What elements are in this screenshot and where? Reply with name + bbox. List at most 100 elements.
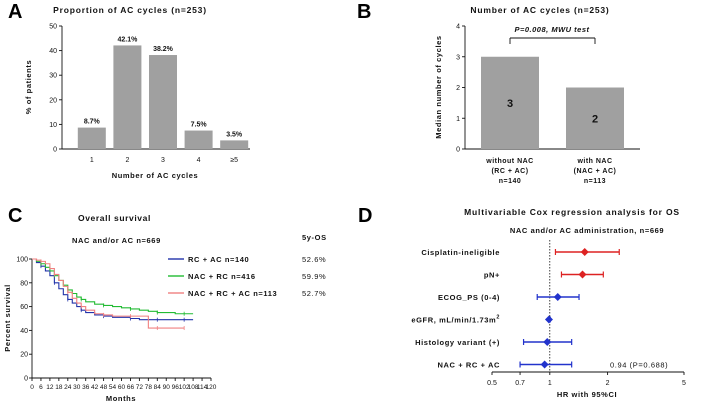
x-tick-label: 2 — [125, 157, 129, 164]
x-tick-label: 114 — [197, 384, 208, 391]
forest-row-label: ECOG_PS (0-4) — [438, 293, 500, 302]
x-tick-label: 66 — [127, 384, 135, 391]
y-tick-label: 10 — [49, 122, 57, 129]
forest-row-label: Cisplatin-ineligible — [421, 248, 500, 257]
x-tick-label: ≥5 — [230, 157, 238, 164]
bar — [481, 56, 539, 149]
x-tick-label: 2 — [606, 380, 610, 387]
panel-a: A Proportion of AC cycles (n=253) 0 10 20 3… — [8, 1, 250, 180]
bar — [113, 45, 142, 149]
panel-a-y-label: % of patients — [24, 60, 33, 114]
y-tick-label: 2 — [456, 85, 460, 92]
x-tick-label: (NAC + AC) — [574, 168, 617, 175]
bar — [149, 55, 177, 149]
panel-c-letter: C — [8, 205, 22, 227]
x-tick-label: 90 — [163, 384, 171, 391]
hr-point-marker — [543, 338, 552, 346]
y-tick-label: 4 — [456, 24, 460, 31]
hr-point-marker — [544, 315, 553, 324]
legend-label: NAC + RC n=416 — [188, 272, 256, 281]
hr-point-marker — [553, 293, 562, 301]
x-tick-label: 1 — [548, 380, 552, 387]
panel-c-subtitle: NAC and/or AC n=669 — [72, 236, 161, 245]
x-tick-label: 108 — [188, 384, 199, 391]
panel-c-y-label: Percent survival — [3, 284, 12, 352]
x-tick-label: 120 — [206, 384, 217, 391]
panel-b-letter: B — [357, 1, 371, 23]
panel-d-subtitle: NAC and/or AC administration, n=669 — [510, 226, 664, 235]
x-tick-label: 4 — [197, 157, 201, 164]
hr-point-marker — [580, 248, 589, 256]
y-tick-label: 30 — [49, 73, 57, 80]
panel-b-y-label: Median number of cycles — [434, 35, 443, 138]
panel-d-title: Multivariable Cox regression analysis fo… — [464, 207, 680, 217]
bar-value-label: 3 — [507, 98, 513, 110]
y-tick-label: 50 — [49, 24, 57, 31]
bar-value-label: 7.5% — [191, 122, 208, 129]
x-tick-label: 78 — [145, 384, 153, 391]
legend-label: NAC + RC + AC n=113 — [188, 289, 277, 298]
forest-row-label: Histology variant (+) — [415, 338, 500, 347]
bar-value-label: 3.5% — [226, 131, 243, 138]
y-tick-label: 40 — [20, 328, 28, 335]
bar — [220, 140, 249, 149]
legend-os5-value: 52.7% — [302, 289, 326, 298]
x-tick-label: 72 — [136, 384, 144, 391]
x-tick-label: 0.7 — [515, 380, 525, 387]
forest-row-label: eGFR, mL/min/1.73m2 — [411, 315, 500, 325]
legend-os5-value: 59.9% — [302, 272, 326, 281]
y-tick-label: 0 — [53, 147, 57, 154]
x-tick-label: n=140 — [499, 178, 522, 185]
y-tick-label: 0 — [24, 376, 28, 383]
hr-point-marker — [540, 360, 549, 369]
panel-c-legend-header: 5y-OS — [302, 233, 327, 242]
forest-row-annotation: 0.94 (P=0.688) — [610, 361, 668, 370]
x-tick-label: (RC + AC) — [491, 168, 528, 175]
x-tick-label: 96 — [172, 384, 180, 391]
panel-c-x-label: Months — [106, 394, 136, 403]
x-tick-label: 18 — [55, 384, 63, 391]
y-tick-label: 60 — [20, 304, 28, 311]
x-tick-label: 60 — [118, 384, 126, 391]
panel-b-p-value: P=0.008, MWU test — [515, 25, 590, 34]
x-tick-label: 48 — [100, 384, 108, 391]
x-tick-label: 24 — [64, 384, 72, 391]
panel-b-significance-bracket: P=0.008, MWU test — [509, 25, 596, 44]
legend-label: RC + AC n=140 — [188, 255, 249, 264]
y-tick-label: 0 — [456, 147, 460, 154]
x-tick-label: 3 — [161, 157, 165, 164]
x-tick-label: 1 — [90, 157, 94, 164]
y-tick-label: 40 — [49, 48, 57, 55]
panel-c-title: Overall survival — [78, 213, 151, 223]
panel-c: C Overall survival NAC and/or AC n=669 5… — [3, 205, 327, 403]
y-tick-label: 20 — [20, 352, 28, 359]
y-tick-label: 80 — [20, 280, 28, 287]
forest-row-label: pN+ — [484, 271, 500, 280]
survival-curve — [32, 258, 194, 321]
forest-row-label: NAC + RC + AC — [437, 361, 500, 370]
x-tick-label: n=113 — [584, 178, 606, 185]
bar-value-label: 8.7% — [84, 119, 101, 126]
survival-curve — [32, 258, 194, 315]
bar — [77, 127, 106, 149]
x-tick-label: 6 — [39, 384, 43, 391]
y-tick-label: 3 — [456, 54, 460, 61]
panel-d: D Multivariable Cox regression analysis … — [358, 205, 686, 399]
panel-a-x-label: Number of AC cycles — [112, 171, 199, 180]
x-tick-label: with NAC — [576, 158, 612, 165]
x-tick-label: 84 — [154, 384, 162, 391]
bar — [566, 87, 624, 149]
survival-curve — [32, 258, 185, 329]
x-tick-label: 102 — [179, 384, 190, 391]
bar-value-label: 38.2% — [153, 46, 174, 53]
x-tick-label: 12 — [46, 384, 54, 391]
x-tick-label: 54 — [109, 384, 117, 391]
panel-b: B Number of AC cycles (n=253) 0 1 2 3 4 3 wit… — [357, 1, 640, 185]
hr-point-marker — [578, 270, 587, 279]
legend-os5-value: 52.6% — [302, 255, 326, 264]
x-tick-label: 42 — [91, 384, 99, 391]
panel-a-letter: A — [8, 1, 22, 23]
panel-a-title: Proportion of AC cycles (n=253) — [53, 5, 207, 15]
bar-value-label: 2 — [592, 113, 598, 125]
